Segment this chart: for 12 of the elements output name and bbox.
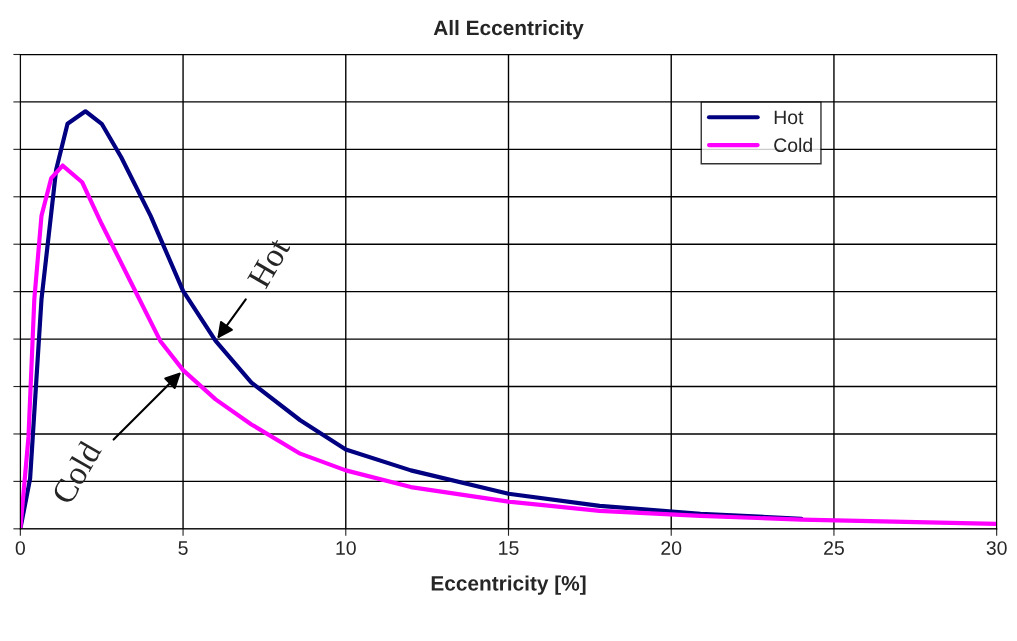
x-tick-label: 10 — [336, 541, 356, 555]
x-tick-label: 30 — [986, 541, 1007, 555]
x-axis-title: Eccentricity [%] — [431, 575, 586, 595]
chart-title: All Eccentricity — [433, 19, 584, 40]
x-tick-label: 15 — [499, 541, 519, 555]
x-tick-label: 5 — [178, 541, 188, 555]
annotation: Hot — [247, 236, 291, 290]
x-tick-label: 25 — [824, 541, 844, 555]
x-tick-label: 20 — [661, 541, 682, 555]
legend-label: Cold — [774, 137, 812, 153]
legend-label: Hot — [774, 110, 804, 125]
x-tick-label: 0 — [15, 541, 25, 555]
